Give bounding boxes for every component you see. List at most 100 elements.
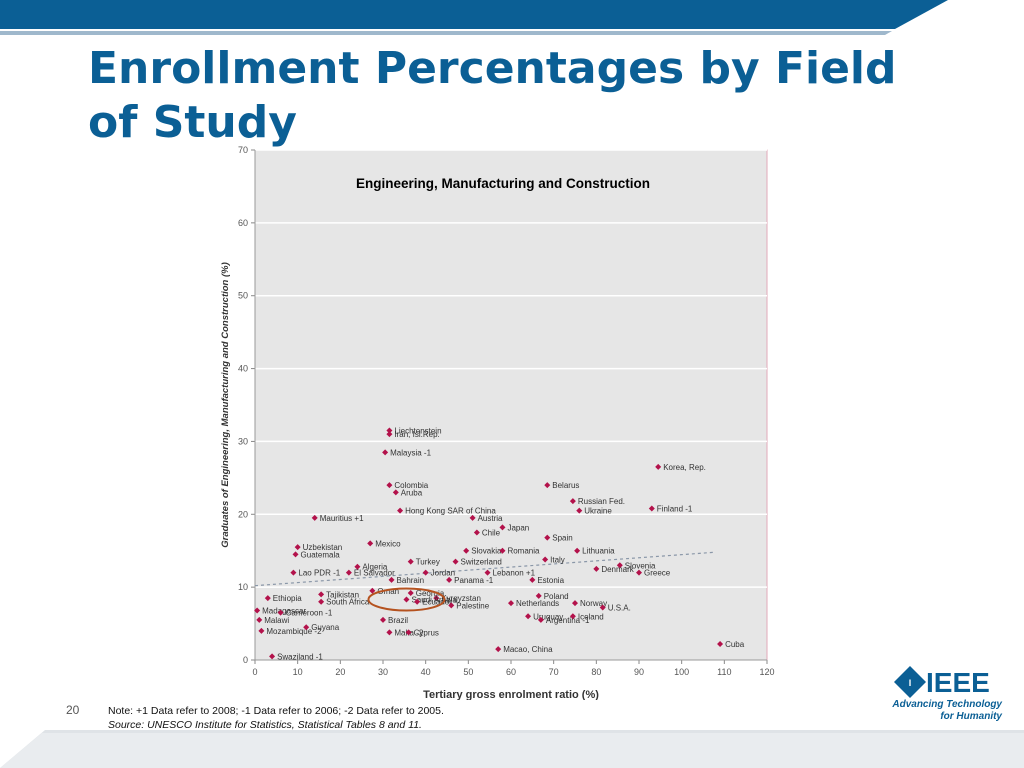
point-label: Belarus — [552, 481, 579, 490]
x-tick-label: 90 — [634, 667, 644, 677]
ieee-tagline-1: Advancing Technology — [891, 699, 1002, 710]
point-label: Chile — [482, 529, 501, 538]
data-point — [422, 569, 429, 576]
x-tick-label: 110 — [717, 667, 731, 677]
data-point — [529, 576, 536, 583]
data-point — [544, 482, 551, 489]
point-label: Estonia — [537, 576, 564, 585]
data-point — [508, 600, 514, 607]
slide-number: 20 — [66, 703, 80, 717]
point-label: Malawi — [264, 616, 289, 625]
y-tick-label: 50 — [238, 291, 248, 301]
point-label: Oman — [377, 587, 399, 596]
data-point — [648, 505, 655, 512]
data-point — [537, 616, 544, 623]
point-label: South Africa — [326, 598, 370, 607]
point-label: Mauritius +1 — [320, 514, 364, 523]
data-point — [264, 595, 271, 602]
y-tick-label: 0 — [243, 655, 248, 665]
point-label: Liechtenstein — [394, 427, 441, 436]
data-point — [382, 449, 389, 456]
data-point — [576, 507, 583, 514]
data-point — [569, 498, 576, 505]
slide-title: Enrollment Percentages by Field of Study — [88, 43, 897, 148]
data-point — [386, 629, 393, 636]
point-label: Turkey — [416, 558, 440, 567]
point-label: Argentina -1 — [546, 616, 590, 625]
axes: 0 10 20 30 40 50 60 70 0 10 20 30 40 50 60 70 80 90 100 110… — [238, 145, 775, 677]
point-label: Mexico — [375, 539, 401, 548]
data-point — [636, 569, 642, 576]
point-label: Russian Fed. — [578, 497, 625, 506]
chart-title: Engineering, Manufacturing and Construct… — [356, 176, 650, 191]
point-label: Colombia — [394, 481, 428, 490]
point-label: Saudi Arabia — [411, 596, 457, 605]
data-point — [392, 489, 399, 496]
data-point — [448, 602, 455, 609]
footnote: Note: +1 Data refer to 2008; -1 Data ref… — [108, 704, 444, 732]
point-label: Brazil — [388, 616, 408, 625]
data-point — [473, 529, 480, 536]
data-point — [318, 591, 325, 598]
x-tick-label: 50 — [463, 667, 473, 677]
data-point — [535, 592, 542, 599]
x-axis-label: Tertiary gross enrolment ratio (%) — [423, 689, 599, 700]
data-point — [290, 569, 297, 576]
x-tick-label: 40 — [421, 667, 431, 677]
highlight-group — [367, 587, 446, 612]
point-label: Finland -1 — [657, 504, 693, 513]
x-tick-label: 10 — [293, 667, 303, 677]
point-label: Tajikistan — [326, 590, 359, 599]
data-point — [616, 562, 623, 569]
point-label: Korea, Rep. — [663, 463, 706, 472]
data-point — [655, 463, 662, 470]
data-point — [254, 607, 261, 614]
point-label: Lebanon +1 — [493, 569, 536, 578]
scatter-chart: 0 10 20 30 40 50 60 70 0 10 20 30 40 50 60 70 80 90 100 110… — [220, 145, 775, 700]
data-point — [354, 563, 361, 570]
point-label: Hong Kong SAR of China — [405, 507, 496, 516]
y-tick-label: 20 — [238, 509, 248, 519]
data-point — [542, 556, 549, 563]
data-point — [452, 558, 459, 565]
x-tick-label: 20 — [335, 667, 345, 677]
point-label: Ukraine — [584, 507, 612, 516]
point-label: Spain — [552, 534, 572, 543]
y-tick-label: 40 — [238, 364, 248, 374]
data-point — [484, 569, 491, 576]
point-label: U.S.A. — [608, 604, 631, 613]
x-tick-label: 0 — [252, 667, 257, 677]
point-label: Netherlands — [516, 599, 559, 608]
data-point — [386, 431, 393, 438]
data-point — [407, 558, 414, 565]
data-point — [386, 427, 393, 434]
x-tick-label: 60 — [506, 667, 516, 677]
point-label: Lao PDR -1 — [298, 569, 340, 578]
point-label: Norway — [580, 599, 607, 608]
point-label: Algeria — [362, 563, 387, 572]
data-point — [292, 551, 299, 558]
point-label: Kyrgyzstan — [441, 594, 481, 603]
point-label: Malaysia -1 — [390, 448, 431, 457]
point-label: Cameroon -1 — [286, 609, 333, 618]
bottom-banner — [0, 730, 1024, 768]
data-point — [258, 627, 265, 634]
point-label: Switzerland — [461, 558, 502, 567]
point-label: Iran, Isl.Rep. — [394, 430, 439, 439]
data-point — [599, 604, 606, 611]
point-label: Guatemala — [301, 550, 341, 559]
y-tick-label: 70 — [238, 145, 248, 155]
x-tick-label: 30 — [378, 667, 388, 677]
point-label: Aruba — [401, 488, 423, 497]
data-point — [574, 547, 581, 554]
data-point — [414, 598, 421, 605]
plot-area — [254, 149, 768, 661]
point-label: Denmark — [601, 565, 634, 574]
ieee-logo: I IEEE Advancing Technology for Humanity — [891, 666, 1002, 722]
x-tick-label: 120 — [759, 667, 774, 677]
point-label: Jordan — [431, 569, 455, 578]
point-label: Ecuador — [422, 598, 452, 607]
point-label: Japan — [507, 523, 529, 532]
highlight-ring — [367, 587, 446, 612]
